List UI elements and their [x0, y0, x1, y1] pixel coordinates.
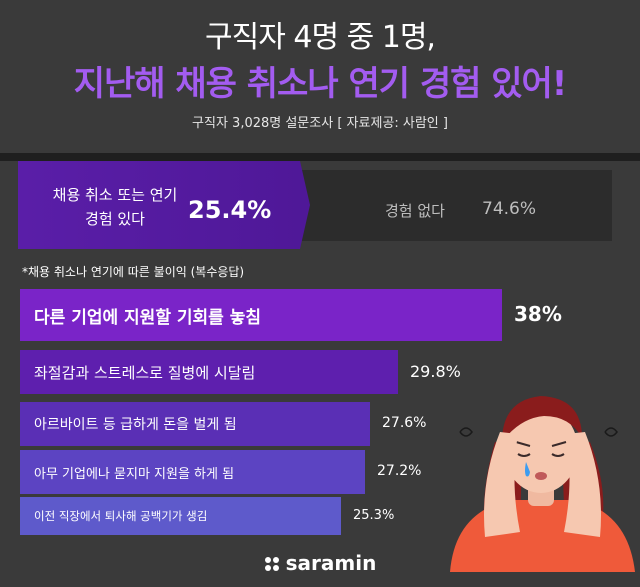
bar-label: 아무 기업에나 묻지마 지원을 하게 됨: [34, 466, 235, 482]
bar-value-label: 27.2%: [377, 462, 422, 479]
worried-woman-illustration: [450, 396, 635, 572]
saramin-logo: saramin: [0, 551, 640, 577]
chart-note: *채용 취소나 연기에 따른 불이익 (복수응답): [22, 265, 245, 279]
bar-label: 좌절감과 스트레스로 질병에 시달림: [34, 363, 256, 382]
divider: [0, 153, 640, 161]
page-title-line2: 지난해 채용 취소나 연기 경험 있어!: [73, 64, 568, 104]
bar-label: 아르바이트 등 급하게 돈을 벌게 됨: [34, 417, 237, 433]
bar-value-label: 38%: [514, 302, 562, 326]
logo-dots-icon: [264, 553, 280, 577]
yes-bar-arrow: [300, 161, 310, 249]
yes-label: 채용 취소 또는 연기 경험 있다: [40, 183, 190, 231]
disadvantage-bar: 좌절감과 스트레스로 질병에 시달림: [20, 350, 398, 394]
disadvantage-bar: 다른 기업에 지원할 기회를 놓침: [20, 289, 502, 341]
disadvantage-bar: 아무 기업에나 묻지마 지원을 하게 됨: [20, 450, 365, 494]
bar-label: 이전 직장에서 퇴사해 공백기가 생김: [34, 509, 208, 523]
page-title-line1: 구직자 4명 중 1명,: [205, 20, 436, 55]
bar-value-label: 25.3%: [353, 507, 395, 523]
bar-value-label: 27.6%: [382, 414, 427, 431]
yes-label-line1: 채용 취소 또는 연기: [52, 186, 178, 204]
survey-subtitle: 구직자 3,028명 설문조사 [ 자료제공: 사람인 ]: [192, 116, 448, 131]
disadvantage-bar: 이전 직장에서 퇴사해 공백기가 생김: [20, 497, 341, 535]
no-value: 74.6%: [482, 199, 537, 219]
bar-value-label: 29.8%: [410, 361, 461, 381]
yes-value: 25.4%: [188, 196, 272, 224]
yes-experience-bar: [18, 161, 310, 249]
yes-label-line2: 경험 있다: [85, 210, 145, 228]
no-label: 경험 없다: [385, 202, 445, 220]
logo-text: saramin: [285, 551, 377, 575]
bar-label: 다른 기업에 지원할 기회를 놓침: [34, 307, 261, 328]
no-experience-bar: [300, 170, 612, 241]
disadvantage-bar: 아르바이트 등 급하게 돈을 벌게 됨: [20, 402, 370, 446]
